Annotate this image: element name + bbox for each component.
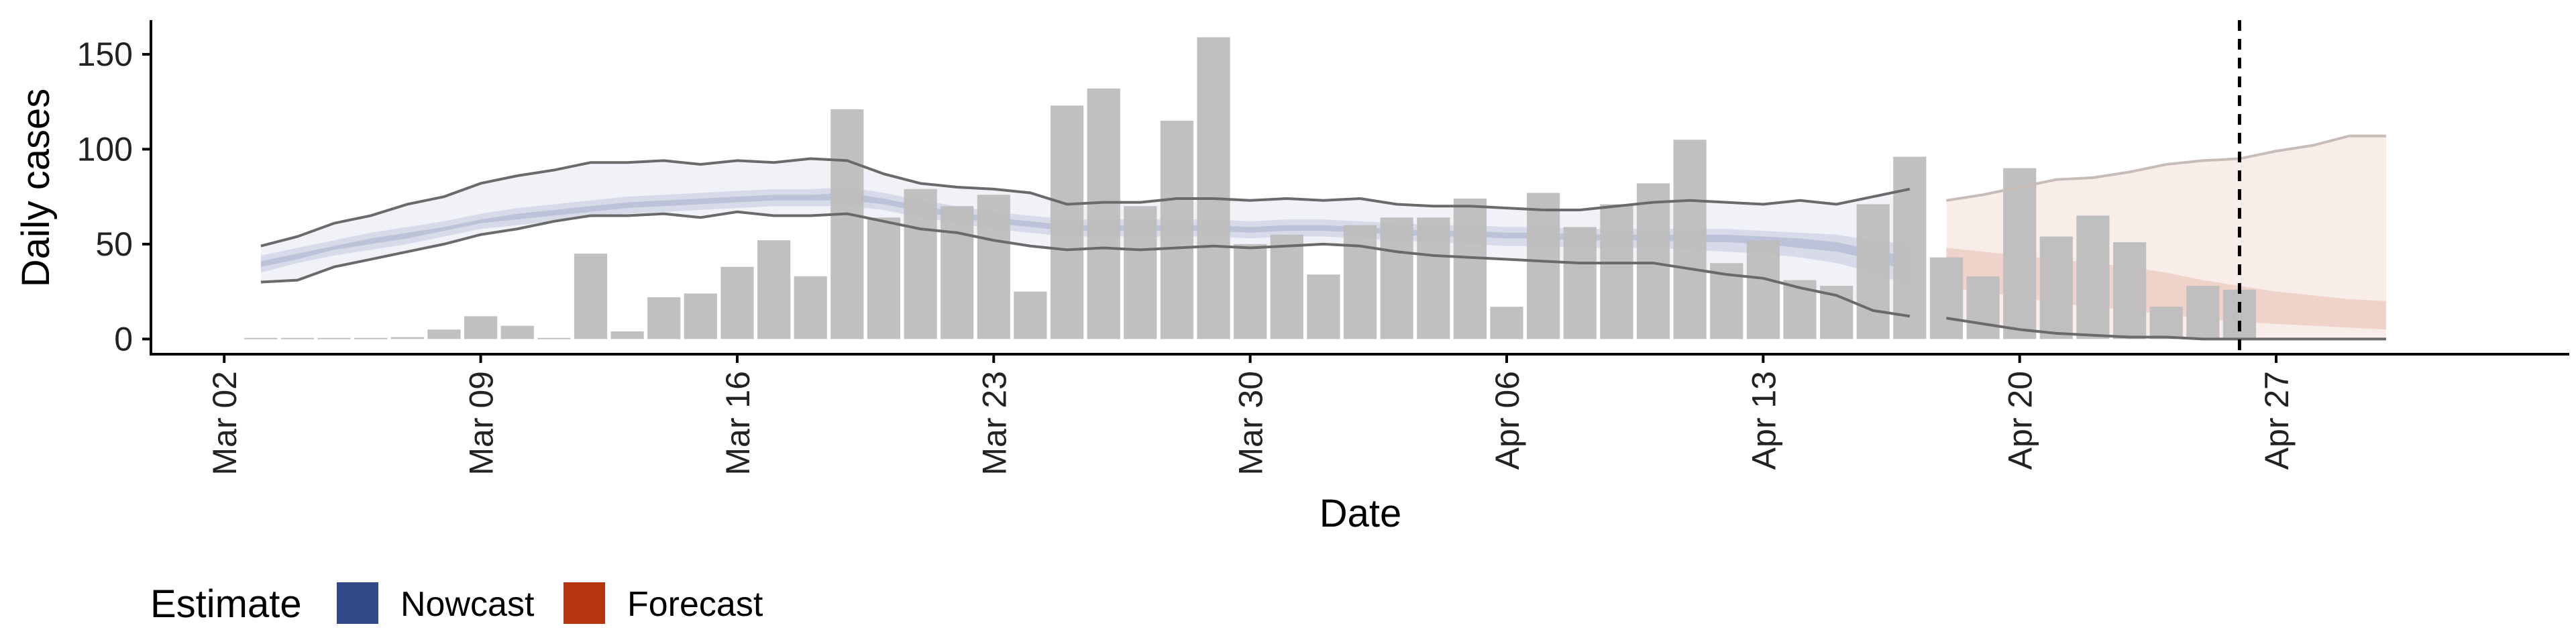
nowcast-band-50 [260, 187, 1910, 286]
bar-48 [2003, 168, 2037, 339]
bar-29 [1307, 274, 1340, 339]
y-tick-label-150: 150 [77, 36, 133, 73]
bar-7 [500, 325, 534, 339]
bar-14 [757, 240, 791, 339]
bar-22 [1051, 105, 1084, 339]
bar-21 [1014, 291, 1047, 339]
bar-17 [867, 217, 900, 339]
nowcast-lower-line [260, 210, 1911, 318]
bar-52 [2149, 307, 2183, 339]
bar-50 [2076, 215, 2110, 339]
bar-49 [2039, 236, 2073, 339]
x-tick-label-5: Apr 06 [1489, 371, 1526, 470]
bar-37 [1600, 204, 1633, 339]
nowcast-band-90 [260, 158, 1910, 317]
y-axis-ticks: 0 50 100 150 [77, 36, 151, 358]
x-tick-label-8: Apr 27 [2258, 371, 2296, 470]
x-tick-label-1: Mar 09 [463, 371, 500, 476]
daily-case-bars [244, 37, 2256, 339]
x-tick-label-6: Apr 13 [1745, 371, 1782, 470]
bar-34 [1490, 307, 1523, 339]
bar-4 [390, 337, 424, 339]
bar-32 [1417, 217, 1450, 339]
bar-3 [354, 337, 388, 339]
bar-16 [830, 109, 864, 339]
bar-24 [1124, 206, 1157, 339]
bar-41 [1746, 240, 1780, 339]
bar-28 [1270, 234, 1303, 339]
x-tick-label-7: Apr 20 [2002, 371, 2039, 470]
bar-31 [1380, 217, 1413, 339]
bar-36 [1563, 227, 1597, 339]
bar-26 [1197, 37, 1230, 339]
bar-13 [720, 266, 754, 339]
bar-47 [1966, 276, 2000, 339]
bar-38 [1636, 183, 1670, 339]
bar-45 [1893, 156, 1927, 339]
bar-5 [427, 329, 461, 339]
x-tick-label-3: Mar 23 [975, 371, 1013, 476]
legend-label-forecast: Forecast [627, 585, 763, 624]
x-tick-label-4: Mar 30 [1232, 371, 1270, 476]
bar-8 [537, 337, 571, 339]
bar-19 [941, 206, 974, 339]
forecast-lower-line [1946, 317, 2386, 341]
bar-9 [574, 254, 608, 339]
bar-11 [647, 297, 681, 339]
y-tick-label-50: 50 [95, 225, 133, 263]
bar-53 [2186, 286, 2220, 339]
y-tick-label-0: 0 [114, 320, 133, 358]
nowcast-upper-line [260, 157, 1911, 248]
bar-39 [1673, 140, 1707, 339]
bar-35 [1527, 193, 1560, 339]
bar-33 [1453, 199, 1487, 339]
y-axis-title: Daily cases [14, 89, 58, 288]
x-axis-ticks: Mar 02 Mar 09 Mar 16 Mar 23 Mar 30 Apr 06 Apr … [206, 354, 2296, 476]
bar-44 [1856, 204, 1890, 339]
bar-54 [2222, 289, 2256, 339]
bar-23 [1087, 88, 1120, 339]
interval-boundary-lines [260, 134, 2386, 341]
y-tick-label-100: 100 [77, 130, 133, 168]
legend-title: Estimate [150, 582, 302, 626]
bar-0 [244, 337, 278, 339]
x-tick-label-0: Mar 02 [206, 371, 244, 476]
bar-51 [2113, 242, 2147, 339]
legend-label-nowcast: Nowcast [400, 585, 535, 624]
bar-10 [610, 331, 644, 339]
bar-1 [280, 337, 315, 339]
bar-2 [317, 337, 351, 339]
bar-20 [977, 195, 1010, 339]
bar-30 [1343, 225, 1377, 339]
bar-18 [904, 189, 937, 339]
legend-swatch-forecast [564, 582, 605, 624]
x-axis-title: Date [1320, 492, 1402, 535]
bar-12 [684, 293, 717, 339]
legend-swatch-nowcast [337, 582, 378, 624]
bar-6 [464, 316, 498, 339]
forecast-upper-line [1946, 134, 2386, 202]
bar-15 [794, 276, 827, 339]
bar-27 [1234, 244, 1267, 339]
x-tick-label-2: Mar 16 [719, 371, 757, 476]
bar-46 [1929, 257, 1964, 339]
bar-25 [1160, 121, 1193, 339]
legend: Estimate Nowcast Forecast [150, 582, 763, 626]
